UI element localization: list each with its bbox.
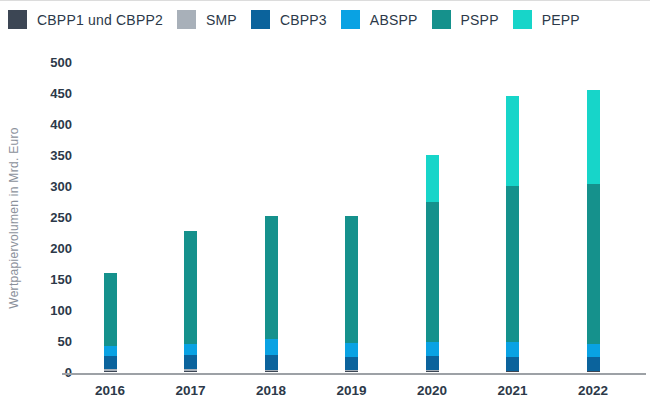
y-tick-400: 400 bbox=[0, 117, 72, 132]
x-tick-2019: 2019 bbox=[322, 383, 382, 398]
bar-segment-2020-abspp bbox=[426, 342, 439, 356]
x-tick-2018: 2018 bbox=[241, 383, 301, 398]
bar-segment-2021-cbpp1-und-cbpp2 bbox=[506, 371, 519, 372]
bar-segment-2019-pspp bbox=[345, 216, 358, 343]
x-tick-2016: 2016 bbox=[80, 383, 140, 398]
bar-2018 bbox=[265, 216, 278, 372]
y-tick-300: 300 bbox=[0, 179, 72, 194]
bar-segment-2022-cbpp1-und-cbpp2 bbox=[587, 371, 600, 372]
y-tick-500: 500 bbox=[0, 55, 72, 70]
bar-segment-2022-abspp bbox=[587, 344, 600, 357]
bar-segment-2022-pspp bbox=[587, 184, 600, 344]
y-tick-350: 350 bbox=[0, 148, 72, 163]
y-tick-200: 200 bbox=[0, 241, 72, 256]
bar-segment-2018-cbpp3 bbox=[265, 355, 278, 370]
bar-segment-2017-abspp bbox=[184, 344, 197, 355]
bar-segment-2019-cbpp3 bbox=[345, 357, 358, 371]
y-tick-100: 100 bbox=[0, 303, 72, 318]
x-tick-2021: 2021 bbox=[483, 383, 543, 398]
bar-segment-2017-cbpp1-und-cbpp2 bbox=[184, 371, 197, 372]
x-axis-line bbox=[62, 373, 646, 375]
bar-segment-2022-cbpp3 bbox=[587, 357, 600, 371]
bar-segment-2020-pepp bbox=[426, 155, 439, 202]
plot-area: Wertpapiervolumen in Mrd. Euro 050100150… bbox=[0, 1, 650, 414]
bar-segment-2020-cbpp3 bbox=[426, 356, 439, 370]
y-tick-50: 50 bbox=[0, 334, 72, 349]
x-tick-2022: 2022 bbox=[563, 383, 623, 398]
chart-page: CBPP1 und CBPP2SMPCBPP3ABSPPPSPPPEPP Wer… bbox=[0, 0, 650, 414]
bar-segment-2020-pspp bbox=[426, 202, 439, 343]
y-tick-150: 150 bbox=[0, 272, 72, 287]
bar-segment-2021-pepp bbox=[506, 96, 519, 186]
bar-2021 bbox=[506, 96, 519, 372]
bar-segment-2018-abspp bbox=[265, 339, 278, 355]
y-tick-250: 250 bbox=[0, 210, 72, 225]
bar-segment-2020-cbpp1-und-cbpp2 bbox=[426, 371, 439, 372]
y-tick-450: 450 bbox=[0, 86, 72, 101]
bar-segment-2019-abspp bbox=[345, 343, 358, 357]
x-tick-2020: 2020 bbox=[402, 383, 462, 398]
bar-2019 bbox=[345, 216, 358, 372]
bar-segment-2021-cbpp3 bbox=[506, 357, 519, 371]
bar-2016 bbox=[104, 273, 117, 372]
bar-2020 bbox=[426, 155, 439, 372]
bar-segment-2021-pspp bbox=[506, 186, 519, 342]
bar-segment-2017-pspp bbox=[184, 231, 197, 344]
bar-segment-2016-cbpp3 bbox=[104, 356, 117, 369]
bar-segment-2017-cbpp3 bbox=[184, 355, 197, 369]
bar-segment-2019-cbpp1-und-cbpp2 bbox=[345, 371, 358, 372]
bar-segment-2018-cbpp1-und-cbpp2 bbox=[265, 371, 278, 372]
bar-2022 bbox=[587, 90, 600, 372]
bar-segment-2016-cbpp1-und-cbpp2 bbox=[104, 371, 117, 372]
bar-segment-2016-abspp bbox=[104, 346, 117, 356]
x-tick-2017: 2017 bbox=[161, 383, 221, 398]
bar-segment-2022-pepp bbox=[587, 90, 600, 184]
bar-segment-2018-pspp bbox=[265, 216, 278, 339]
bar-segment-2021-abspp bbox=[506, 342, 519, 357]
bar-2017 bbox=[184, 231, 197, 372]
bar-segment-2016-pspp bbox=[104, 273, 117, 346]
